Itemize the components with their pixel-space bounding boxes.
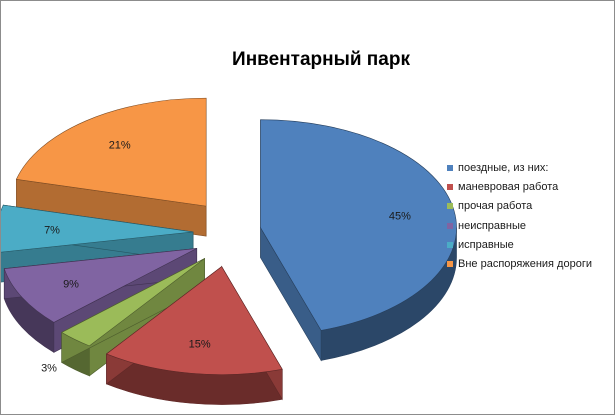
data-label-неисправные: 9% bbox=[63, 279, 79, 291]
chart-title: Инвентарный парк bbox=[232, 49, 410, 70]
data-label-вне-распоряжения-дороги: 21% bbox=[109, 140, 131, 152]
legend-label: Вне распоряжения дороги bbox=[458, 258, 592, 271]
legend-item-маневровая-работа: маневровая работа bbox=[447, 177, 592, 196]
legend-label: неисправные bbox=[458, 219, 526, 232]
legend-swatch bbox=[447, 203, 453, 210]
legend-item-неисправные: неисправные bbox=[447, 216, 592, 235]
data-label-поездные-из-них: 45% bbox=[389, 211, 411, 223]
legend-label: поездные, из них: bbox=[458, 161, 549, 174]
pie-slice-поездные-из-них bbox=[260, 119, 457, 362]
legend-swatch bbox=[447, 222, 453, 229]
pie-slice-маневровая-работа bbox=[105, 265, 283, 405]
data-label-прочая-работа: 3% bbox=[41, 363, 57, 375]
data-label-маневровая-работа: 15% bbox=[189, 338, 211, 350]
legend-item-прочая-работа: прочая работа bbox=[447, 197, 592, 216]
legend-label: исправные bbox=[458, 238, 514, 251]
pie-slice-вне-распоряжения-дороги bbox=[15, 97, 207, 237]
legend-swatch bbox=[447, 241, 453, 248]
legend-item-поездные-из-них: поездные, из них: bbox=[447, 158, 592, 177]
chart-legend: поездные, из них: маневровая работа прочая… bbox=[447, 158, 592, 274]
legend-swatch bbox=[447, 164, 453, 171]
legend-label: маневровая работа bbox=[458, 180, 559, 193]
legend-swatch bbox=[447, 183, 453, 190]
legend-item-исправные: исправные bbox=[447, 235, 592, 254]
legend-swatch bbox=[447, 261, 453, 268]
data-label-исправные: 7% bbox=[44, 224, 60, 236]
legend-item-вне-распоряжения-дороги: Вне распоряжения дороги bbox=[447, 254, 592, 273]
legend-label: прочая работа bbox=[458, 200, 533, 213]
